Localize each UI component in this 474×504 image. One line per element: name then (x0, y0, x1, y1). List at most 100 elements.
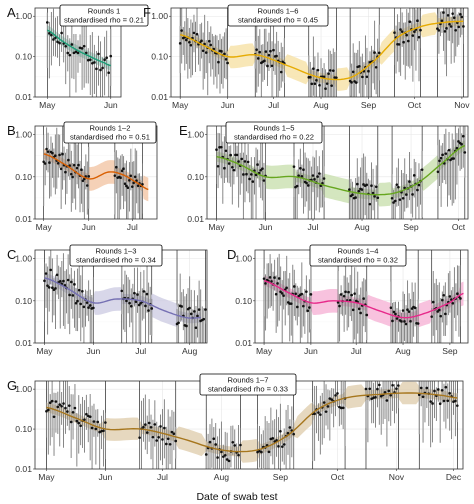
data-point (223, 453, 227, 457)
data-point (60, 404, 63, 408)
data-point (406, 308, 409, 311)
x-tick-label: May (172, 100, 189, 110)
data-point (355, 182, 359, 186)
data-point (263, 59, 266, 63)
data-point (153, 423, 157, 426)
data-point (50, 33, 53, 37)
data-point (402, 40, 406, 44)
data-point (204, 51, 208, 54)
data-point (448, 295, 452, 298)
y-tick-label: 0.01 (151, 92, 168, 102)
data-point (79, 302, 83, 306)
y-tick-label: 0.10 (15, 172, 32, 182)
annotation-rounds: Rounds 1–5 (254, 124, 295, 133)
data-point (151, 435, 155, 439)
data-point (436, 388, 440, 391)
data-point (144, 423, 147, 426)
data-point (194, 326, 198, 330)
data-point (144, 304, 147, 308)
data-point (92, 420, 96, 423)
data-point (77, 421, 81, 425)
x-tick-label: Aug (182, 346, 198, 356)
data-point (405, 193, 408, 196)
data-point (371, 191, 375, 195)
data-point (85, 301, 89, 304)
data-point (294, 292, 298, 296)
data-point (373, 51, 376, 54)
data-point (302, 304, 305, 308)
data-point (400, 320, 403, 323)
y-tick-label: 0.10 (187, 172, 204, 182)
data-point (446, 14, 450, 17)
data-point (271, 437, 275, 440)
data-point (392, 201, 395, 204)
data-point (409, 319, 412, 323)
data-point (452, 157, 456, 160)
data-point (227, 459, 231, 463)
x-tick-label: Aug (313, 100, 329, 110)
data-point (376, 387, 379, 391)
data-point (273, 276, 276, 279)
panel-g: 1.00 0.10 0.01 May Jun Jul Aug Sep Oct Nov Dec G Rou… (7, 373, 464, 482)
data-point (408, 20, 412, 24)
data-point (133, 291, 136, 295)
data-point (232, 168, 236, 172)
data-point (387, 389, 391, 393)
data-point (157, 435, 160, 439)
data-point (74, 50, 78, 54)
data-point (463, 151, 467, 154)
data-point (462, 25, 465, 28)
data-point (331, 69, 335, 72)
data-point (80, 47, 84, 50)
data-point (425, 386, 429, 390)
data-point (224, 58, 228, 61)
data-point (248, 177, 252, 181)
data-point (54, 36, 57, 40)
annotation-rho: standardised rho = 0.32 (318, 256, 398, 265)
annotation-rho: standardised rho = 0.45 (238, 16, 318, 25)
data-point (242, 173, 245, 176)
data-point (67, 158, 70, 162)
data-point (394, 312, 397, 316)
annotation-rounds: Rounds 1 (88, 7, 121, 16)
data-point (368, 202, 372, 206)
panel-a: 1.00 0.10 0.01 May Jun A Rounds 1standardised … (7, 4, 149, 110)
data-point (268, 276, 272, 279)
data-point (411, 34, 415, 37)
data-point (185, 324, 188, 328)
data-point (226, 61, 229, 65)
data-point (56, 405, 60, 409)
data-point (64, 406, 67, 410)
fit-line (216, 144, 466, 196)
y-tick-label: 0.10 (15, 424, 32, 434)
annotation-rounds: Rounds 1–3 (96, 247, 137, 256)
data-point (94, 427, 98, 431)
data-point (376, 196, 380, 200)
data-point (81, 179, 85, 183)
data-point (360, 188, 364, 191)
data-point (325, 82, 329, 85)
data-point (440, 19, 444, 23)
data-point (261, 167, 264, 170)
data-point (74, 301, 78, 305)
data-point (322, 401, 326, 404)
data-point (71, 175, 75, 179)
data-point (279, 429, 282, 433)
data-point (370, 397, 373, 401)
annotation-rho: standardised rho = 0.21 (64, 16, 144, 25)
data-point (137, 303, 141, 307)
data-point (365, 313, 369, 317)
data-point (188, 306, 191, 310)
data-point (454, 28, 458, 32)
data-point (457, 25, 461, 29)
data-point (431, 402, 434, 405)
data-point (145, 431, 149, 434)
data-point (51, 151, 54, 155)
x-tick-label: Oct (408, 100, 422, 110)
data-point (460, 142, 463, 146)
x-tick-label: Sep (273, 472, 289, 482)
annotation-rho: standardised rho = 0.51 (70, 133, 150, 142)
data-point (365, 183, 369, 187)
annotation-box (199, 373, 297, 396)
